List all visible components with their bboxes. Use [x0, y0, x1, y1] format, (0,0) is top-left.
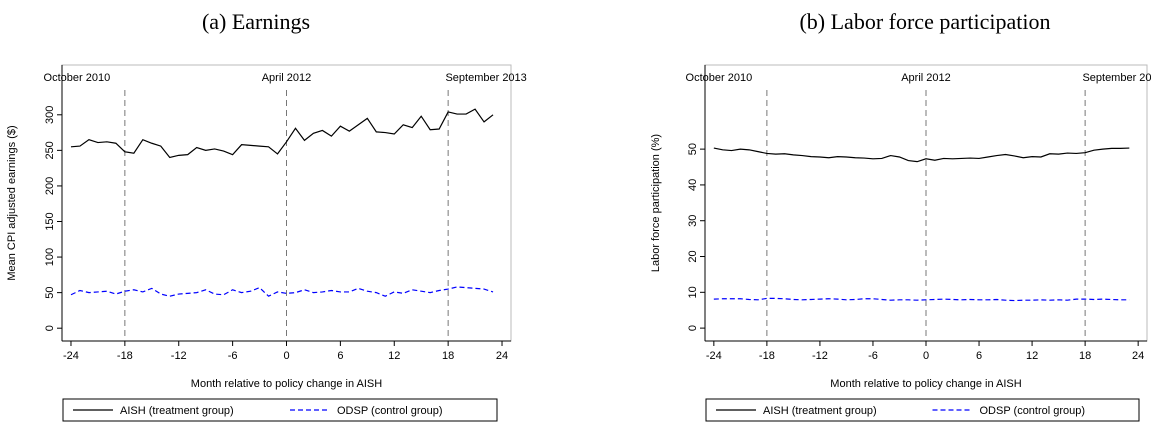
y-tick-label: 250 [44, 141, 56, 159]
y-tick-label: 200 [44, 177, 56, 195]
y-tick-label: 300 [44, 106, 56, 124]
event-label: April 2012 [901, 72, 951, 84]
legend-box [705, 398, 1140, 422]
x-tick-label: -12 [812, 350, 828, 362]
x-tick-label: -24 [63, 350, 79, 362]
x-axis-label: Month relative to policy change in AISH [830, 378, 1021, 390]
y-tick-label: 0 [687, 325, 699, 331]
legend-label: AISH (treatment group) [120, 405, 234, 417]
y-tick-label: 0 [44, 325, 56, 331]
y-tick-label: 100 [44, 248, 56, 266]
x-tick-label: 6 [976, 350, 982, 362]
x-tick-label: 24 [1132, 350, 1144, 362]
series-line [70, 286, 494, 297]
event-label: September 2013 [1082, 72, 1151, 84]
x-tick-label: -18 [759, 350, 775, 362]
legend-box [62, 398, 498, 422]
series-line [713, 147, 1130, 163]
y-axis-label: Mean CPI adjusted earnings ($) [6, 125, 18, 280]
y-tick-label: 50 [687, 143, 699, 155]
x-tick-label: -6 [228, 350, 238, 362]
y-tick-label: 50 [44, 287, 56, 299]
x-tick-label: -12 [171, 350, 187, 362]
x-axis-label: Month relative to policy change in AISH [191, 378, 382, 390]
y-tick-label: 20 [687, 250, 699, 262]
legend-label: ODSP (control group) [980, 405, 1086, 417]
x-tick-label: 18 [1079, 350, 1091, 362]
event-label: September 2013 [445, 72, 526, 84]
chart-title: (b) Labor force participation [799, 9, 1050, 34]
x-tick-label: 12 [388, 350, 400, 362]
chart-title: (a) Earnings [202, 9, 310, 34]
series-line [70, 108, 494, 159]
series-line [713, 297, 1130, 302]
y-tick-label: 10 [687, 286, 699, 298]
event-label: October 2010 [686, 72, 753, 84]
x-tick-label: 18 [442, 350, 454, 362]
y-tick-label: 30 [687, 215, 699, 227]
legend-label: AISH (treatment group) [763, 405, 877, 417]
y-tick-label: 150 [44, 212, 56, 230]
legend-label: ODSP (control group) [337, 405, 443, 417]
x-tick-label: -18 [117, 350, 133, 362]
event-label: October 2010 [44, 72, 111, 84]
x-tick-label: 6 [337, 350, 343, 362]
y-tick-label: 40 [687, 179, 699, 191]
x-tick-label: 24 [496, 350, 508, 362]
y-axis-label: Labor force participation (%) [650, 134, 662, 272]
x-tick-label: 12 [1026, 350, 1038, 362]
x-tick-label: 0 [923, 350, 929, 362]
x-tick-label: -6 [868, 350, 878, 362]
x-tick-label: 0 [283, 350, 289, 362]
event-label: April 2012 [262, 72, 312, 84]
x-tick-label: -24 [706, 350, 722, 362]
